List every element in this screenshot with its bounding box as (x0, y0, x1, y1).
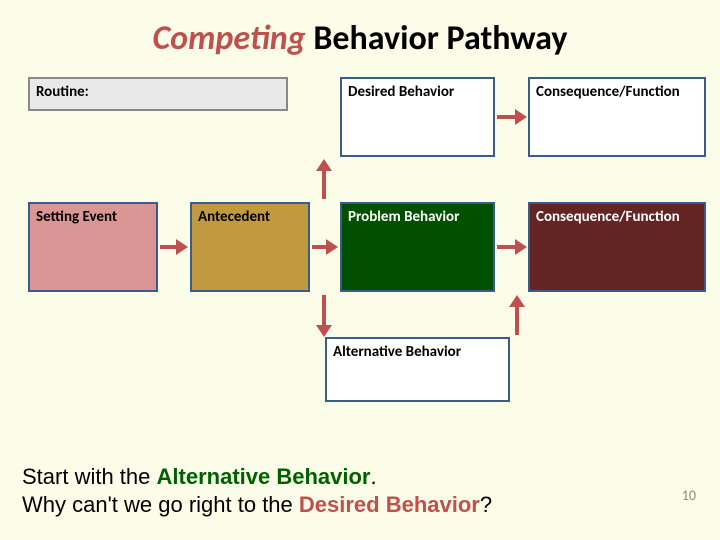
footer-line1-post: . (370, 464, 376, 489)
footer-line2-pre: Why can't we go right to the (22, 492, 299, 517)
consequence-mid-box: Consequence/Function (528, 202, 706, 292)
desired-behavior-box: Desired Behavior (340, 77, 495, 157)
consequence-top-box: Consequence/Function (528, 77, 706, 157)
footer-line1-em: Alternative Behavior (157, 464, 371, 489)
footer-text: Start with the Alternative Behavior. Why… (22, 463, 492, 518)
arrow-antecedent-to-alternative (322, 295, 326, 327)
setting-event-box: Setting Event (28, 202, 158, 292)
arrow-antecedent-to-desired (322, 169, 326, 199)
routine-box: Routine: (28, 77, 288, 111)
arrow-problem-to-cons (497, 245, 517, 249)
alternative-behavior-box: Alternative Behavior (325, 337, 510, 402)
pathway-diagram: Routine: Desired Behavior Consequence/Fu… (0, 77, 720, 437)
slide-title: Competing Behavior Pathway (0, 0, 720, 59)
problem-behavior-box: Problem Behavior (340, 202, 495, 292)
arrow-antecedent-to-problem (312, 245, 328, 249)
title-rest: Behavior Pathway (306, 18, 568, 59)
title-accent: Competing (153, 18, 306, 59)
footer-line2-post: ? (480, 492, 492, 517)
arrow-setting-to-antecedent (160, 245, 178, 249)
antecedent-box: Antecedent (190, 202, 310, 292)
footer-line2-em: Desired Behavior (299, 492, 480, 517)
arrow-desired-to-cons (497, 115, 517, 119)
arrow-alternative-to-cons (515, 305, 519, 335)
footer-line1-pre: Start with the (22, 464, 157, 489)
page-number: 10 (682, 487, 696, 504)
